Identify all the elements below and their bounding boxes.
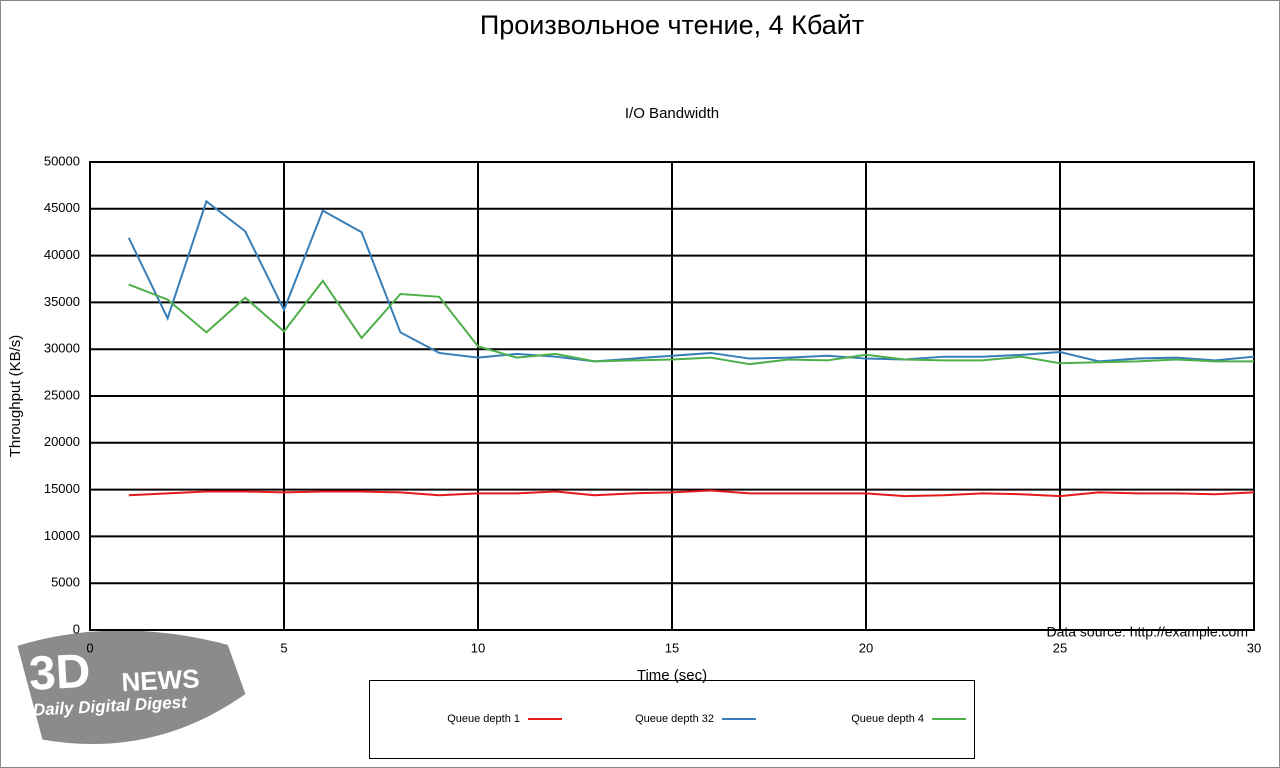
y-tick-label: 35000	[44, 294, 80, 309]
logo-word: NEWS	[121, 663, 200, 697]
y-tick-label: 40000	[44, 247, 80, 262]
chart-subtitle: I/O Bandwidth	[625, 105, 719, 122]
logo: 3D NEWS Daily Digital Digest	[17, 630, 246, 744]
y-tick-label: 50000	[44, 153, 80, 168]
logo-mark: 3D	[28, 645, 92, 701]
x-axis-label: Time (sec)	[637, 667, 707, 684]
x-tick-label: 10	[471, 640, 485, 655]
y-tick-label: 15000	[44, 481, 80, 496]
annotation: Data source: http://example.com	[1046, 624, 1248, 640]
chart-title: Произвольное чтение, 4 Кбайт	[480, 10, 864, 40]
logo-bg	[17, 630, 246, 744]
legend-label: Queue depth 4	[851, 713, 924, 725]
x-tick-label: 15	[665, 640, 679, 655]
y-tick-label: 10000	[44, 528, 80, 543]
y-tick-label: 30000	[44, 341, 80, 356]
series-line	[128, 279, 1254, 366]
x-tick-label: 25	[1053, 640, 1067, 655]
x-tick-label: 0	[86, 640, 93, 655]
y-tick-label: 45000	[44, 200, 80, 215]
y-tick-label: 0	[73, 621, 80, 636]
x-tick-label: 5	[280, 640, 287, 655]
y-tick-label: 25000	[44, 387, 80, 402]
x-tick-label: 20	[859, 640, 873, 655]
series-line	[127, 199, 1255, 363]
legend-label: Queue depth 32	[635, 713, 714, 725]
y-tick-label: 5000	[51, 575, 80, 590]
y-axis-label: Throughput (KB/s)	[7, 335, 24, 458]
legend-box	[369, 680, 975, 759]
y-tick-label: 20000	[44, 434, 80, 449]
series-line	[128, 489, 1255, 498]
legend-label: Queue depth 1	[447, 713, 520, 725]
x-tick-label: 30	[1247, 640, 1261, 655]
